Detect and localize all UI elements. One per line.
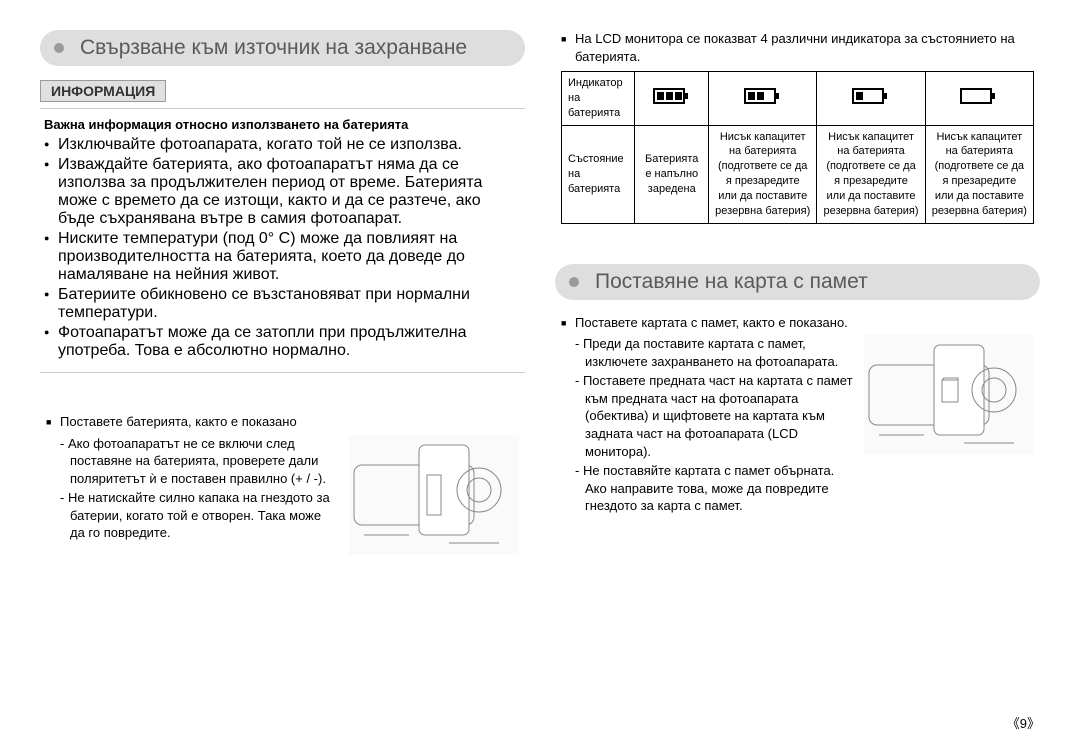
- info-bullet-list: Изключвайте фотоапарата, когато той не с…: [44, 136, 521, 360]
- table-cell: Батерията е напълно заредена: [635, 125, 709, 223]
- list-item: - Не натискайте силно капака на гнездото…: [60, 489, 339, 542]
- battery-icon-one-bar: [817, 72, 925, 126]
- list-item: - Не поставяйте картата с памет обърната…: [575, 462, 854, 515]
- list-item: Фотоапаратът може да се затопли при прод…: [44, 324, 521, 360]
- left-column: Свързване към източник на захранване ИНФ…: [40, 30, 525, 726]
- row-label-indicator: Индикатор на батерията: [562, 72, 635, 126]
- memory-card-title: Поставете картата с памет, както е показ…: [561, 314, 1034, 332]
- row-label-state: Състояние на батерията: [562, 125, 635, 223]
- lcd-note: На LCD монитора се показват 4 различни и…: [561, 30, 1034, 65]
- battery-indicator-table: Индикатор на батерията: [561, 71, 1034, 224]
- table-cell: Нисък капацитет на батерията (подгответе…: [709, 125, 817, 223]
- heading-power: Свързване към източник на захранване: [40, 30, 525, 66]
- info-subheading: Важна информация относно използването на…: [44, 117, 521, 132]
- list-item: Батериите обикновено се възстановяват пр…: [44, 286, 521, 322]
- memory-card-notes: - Преди да поставите картата с памет, из…: [561, 335, 854, 516]
- heading-memory-card: Поставяне на карта с памет: [555, 264, 1040, 300]
- list-item: Ниските температури (под 0° C) може да п…: [44, 230, 521, 284]
- memory-card-section: Поставете картата с памет, както е показ…: [555, 314, 1040, 517]
- list-item: - Поставете предната част на картата с п…: [575, 372, 854, 460]
- list-item: - Ако фотоапаратът не се включи след пос…: [60, 435, 339, 488]
- right-column: На LCD монитора се показват 4 различни и…: [555, 30, 1040, 726]
- table-cell: Нисък капацитет на батерията (подгответе…: [817, 125, 925, 223]
- info-label: ИНФОРМАЦИЯ: [40, 80, 166, 102]
- camera-battery-figure: [349, 435, 519, 555]
- page-root: Свързване към източник на захранване ИНФ…: [40, 30, 1040, 726]
- camera-memory-figure: [864, 335, 1034, 455]
- insert-battery-notes: - Ако фотоапаратът не се включи след пос…: [46, 435, 339, 555]
- page-number: 《9》: [1007, 713, 1040, 732]
- table-cell: Нисък капацитет на батерията (подгответе…: [925, 125, 1033, 223]
- insert-battery-title: Поставете батерията, както е показано: [46, 413, 519, 431]
- list-item: Изваждайте батерията, ако фотоапаратът н…: [44, 156, 521, 228]
- table-row: Индикатор на батерията: [562, 72, 1034, 126]
- insert-battery-section: Поставете батерията, както е показано - …: [40, 413, 525, 555]
- battery-icon-two-bars: [709, 72, 817, 126]
- battery-icon-empty: [925, 72, 1033, 126]
- table-row: Състояние на батерията Батерията е напъл…: [562, 125, 1034, 223]
- list-item: Изключвайте фотоапарата, когато той не с…: [44, 136, 521, 154]
- lcd-note-section: На LCD монитора се показват 4 различни и…: [555, 30, 1040, 224]
- battery-icon-full: [635, 72, 709, 126]
- info-section: ИНФОРМАЦИЯ Важна информация относно изпо…: [40, 80, 525, 383]
- info-framed-box: Важна информация относно използването на…: [40, 108, 525, 373]
- list-item: - Преди да поставите картата с памет, из…: [575, 335, 854, 370]
